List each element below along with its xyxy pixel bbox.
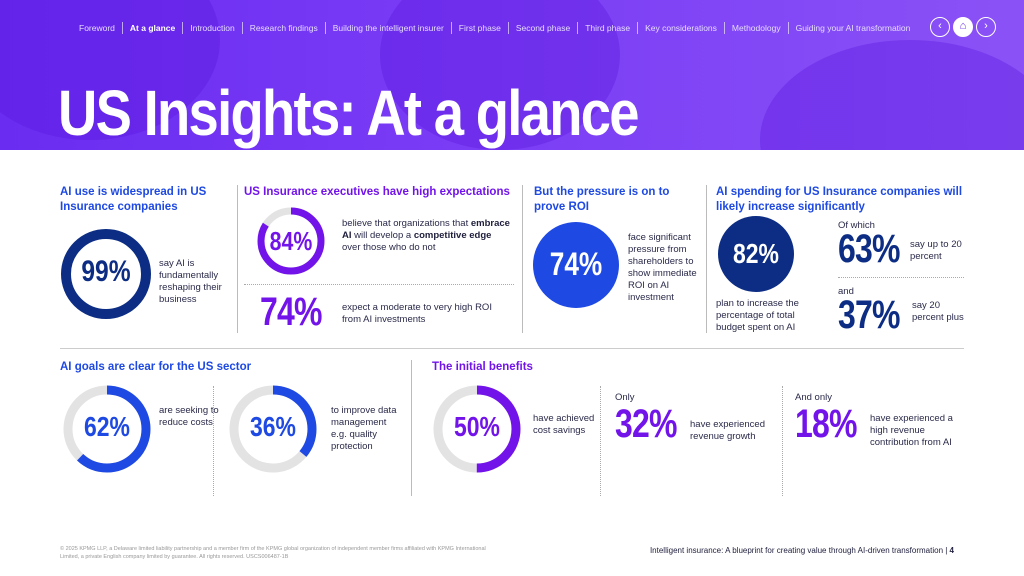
widespread-ring <box>61 229 151 319</box>
spending-37-pct: 37% <box>838 293 900 337</box>
page-title: US Insights: At a glance <box>58 77 640 149</box>
nav-item-guiding-ai-transformation[interactable]: Guiding your AI transformation <box>795 23 911 33</box>
nav-item-methodology[interactable]: Methodology <box>725 22 789 34</box>
benefits-50-donut <box>433 385 521 473</box>
nav-item-first-phase[interactable]: First phase <box>452 22 509 34</box>
nav-buttons: ‹ ⌂ › <box>930 17 996 37</box>
pressure-heading: But the pressure is on to prove ROI <box>534 186 670 213</box>
widespread-donut <box>61 229 151 319</box>
section-divider <box>60 348 964 349</box>
expectations-heading: US Insurance executives have high expect… <box>244 186 510 198</box>
benefits-50-pct: 50% <box>454 411 500 442</box>
expectations-desc: believe that organizations that embrace … <box>342 218 510 253</box>
goals-36-arc <box>229 385 317 473</box>
goals-62-desc: are seeking to reduce costs <box>159 405 219 428</box>
goals-62-pct: 62% <box>84 411 130 442</box>
nav-item-building-intelligent-insurer[interactable]: Building the intelligent insurer <box>326 22 452 34</box>
spending-pct: 82% <box>733 238 779 269</box>
spending-37-desc: say 20 percent plus <box>912 300 964 323</box>
pressure-circle <box>533 222 619 308</box>
benefits-heading: The initial benefits <box>432 361 533 373</box>
expectations-donut <box>257 207 325 275</box>
pressure-pct: 74% <box>549 246 603 282</box>
spending-fill <box>718 216 794 292</box>
goals-36-donut <box>229 385 317 473</box>
divider <box>782 386 783 496</box>
nav-item-second-phase[interactable]: Second phase <box>509 22 579 34</box>
hero-pattern <box>380 0 620 150</box>
footer-legal: © 2025 KPMG LLP, a Delaware limited liab… <box>60 546 486 560</box>
roi-desc: expect a moderate to very high ROI from … <box>342 302 492 325</box>
goals-36-pct: 36% <box>250 411 296 442</box>
nav-item-foreword[interactable]: Foreword <box>72 22 123 34</box>
benefits-50-arc <box>433 385 521 473</box>
footer-doc-info: Intelligent insurance: A blueprint for c… <box>649 546 954 555</box>
footer-doc-title: Intelligent insurance: A blueprint for c… <box>649 546 944 555</box>
chevron-left-icon[interactable]: ‹ <box>930 17 950 37</box>
expectations-arc <box>257 207 325 275</box>
divider <box>706 185 707 333</box>
nav-item-research-findings[interactable]: Research findings <box>243 22 326 34</box>
widespread-heading: AI use is widespread in US Insurance com… <box>60 186 207 213</box>
widespread-pct: 99% <box>81 255 131 288</box>
divider <box>600 386 601 496</box>
of-which-label: Of which <box>838 220 875 231</box>
nav-item-introduction[interactable]: Introduction <box>183 22 243 34</box>
home-icon[interactable]: ⌂ <box>953 17 973 37</box>
divider <box>838 277 964 278</box>
benefits-32-pct: 32% <box>615 402 677 446</box>
benefits-and-only-label: And only <box>795 392 832 403</box>
goals-heading: AI goals are clear for the US sector <box>60 361 252 373</box>
page-number: 4 <box>949 546 954 555</box>
pressure-desc: face significant pressure from sharehold… <box>628 232 697 303</box>
benefits-50-desc: have achieved cost savings <box>533 413 595 436</box>
expectations-pct: 84% <box>269 226 313 256</box>
divider <box>213 386 214 496</box>
hero-pattern <box>760 40 1024 150</box>
spending-circle <box>718 216 794 292</box>
goals-36-desc: to improve data management e.g. quality … <box>331 405 397 452</box>
divider <box>411 360 412 496</box>
spending-heading: AI spending for US Insurance companies w… <box>716 186 963 213</box>
spending-desc: plan to increase the percentage of total… <box>716 298 799 333</box>
spending-63-pct: 63% <box>838 227 900 271</box>
hero-banner <box>0 0 1024 150</box>
pressure-fill <box>533 222 619 308</box>
nav-item-third-phase[interactable]: Third phase <box>578 22 639 34</box>
roi-pct: 74% <box>260 290 322 334</box>
benefits-18-desc: have experienced a high revenue contribu… <box>870 413 953 448</box>
top-nav: Foreword At a glance Introduction Resear… <box>72 18 1024 38</box>
spending-63-desc: say up to 20 percent <box>910 239 962 262</box>
nav-item-key-considerations[interactable]: Key considerations <box>638 22 725 34</box>
divider <box>237 185 238 333</box>
divider <box>522 185 523 333</box>
benefits-18-pct: 18% <box>795 402 857 446</box>
benefits-only-label: Only <box>615 392 635 403</box>
and-label: and <box>838 286 854 297</box>
divider <box>244 284 514 285</box>
nav-item-at-a-glance[interactable]: At a glance <box>123 22 184 34</box>
benefits-32-desc: have experienced revenue growth <box>690 419 765 442</box>
widespread-desc: say AI is fundamentally reshaping their … <box>159 258 222 305</box>
chevron-right-icon[interactable]: › <box>976 17 996 37</box>
goals-62-donut <box>63 385 151 473</box>
goals-62-arc <box>63 385 151 473</box>
